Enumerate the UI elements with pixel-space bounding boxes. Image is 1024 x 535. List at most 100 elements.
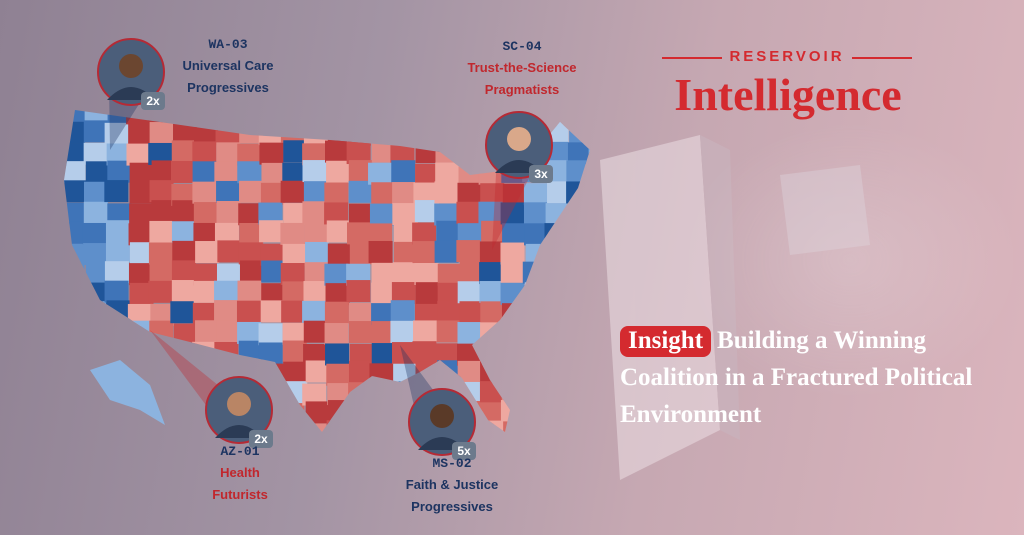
district-patch <box>524 282 549 305</box>
district-patch <box>588 420 590 432</box>
district-patch <box>282 322 307 345</box>
district-patch <box>569 121 590 144</box>
district-patch <box>545 203 570 226</box>
district-patch <box>104 321 129 344</box>
district-patch <box>283 203 308 226</box>
district: MS-02 <box>432 456 471 471</box>
district-patch <box>217 240 242 263</box>
district-patch <box>261 162 286 185</box>
district-patch <box>435 140 460 163</box>
district-patch <box>326 420 351 432</box>
district-patch <box>128 320 153 343</box>
district-patch <box>105 240 130 263</box>
district-patch <box>391 282 416 305</box>
district-patch <box>325 343 350 366</box>
district-patch <box>281 300 306 323</box>
district-patch <box>302 423 327 432</box>
district-patch <box>349 302 374 325</box>
district-patch <box>107 160 132 183</box>
district-patch <box>368 162 393 185</box>
district-patch <box>148 362 173 385</box>
district-patch <box>589 401 590 424</box>
district-patch <box>346 280 371 303</box>
multiplier-badge <box>529 165 553 183</box>
district-patch <box>347 400 372 423</box>
insight-tag: Insight <box>620 326 712 357</box>
district-patch <box>83 243 108 266</box>
district-patch <box>282 281 307 304</box>
district-patch <box>547 160 572 183</box>
district-patch <box>239 180 264 203</box>
district-patch <box>544 401 569 424</box>
district-patch <box>83 403 108 426</box>
district-patch <box>280 403 305 426</box>
district-patch <box>305 360 330 383</box>
district-patch <box>107 203 132 226</box>
district-patch <box>151 200 176 223</box>
district-patch <box>216 200 241 223</box>
district-patch <box>368 120 393 143</box>
district-patch <box>457 360 482 383</box>
district-patch <box>237 161 262 184</box>
district-patch <box>84 341 109 364</box>
district-patch <box>192 110 217 124</box>
district-patch <box>393 110 418 124</box>
district-patch <box>64 401 88 424</box>
district-patch <box>261 283 286 306</box>
district-patch <box>547 280 572 303</box>
district-patch <box>195 241 220 264</box>
district-patch <box>544 223 569 246</box>
district-patch <box>437 263 462 286</box>
district-patch <box>238 203 263 226</box>
district-patch <box>370 420 395 432</box>
district-patch <box>523 183 548 206</box>
district-patch <box>412 222 437 245</box>
district-patch <box>371 140 396 163</box>
district-patch <box>566 181 590 204</box>
district-patch <box>500 242 525 265</box>
district-patch <box>392 203 417 226</box>
district-patch <box>525 342 550 365</box>
district-patch <box>151 160 176 183</box>
district-patch <box>258 342 283 365</box>
district-patch <box>434 240 459 263</box>
district-patch <box>128 223 153 246</box>
district-patch <box>480 341 505 364</box>
district-patch <box>192 181 217 204</box>
district-patch <box>304 221 329 244</box>
district-patch <box>258 323 283 346</box>
district-patch <box>479 262 504 285</box>
district-patch <box>414 200 439 223</box>
district-patch <box>590 363 614 385</box>
avatar-head <box>507 127 531 151</box>
district-patch <box>83 181 108 204</box>
district-patch <box>348 423 373 432</box>
district-patch <box>260 300 285 323</box>
district-patch <box>64 202 85 225</box>
multiplier-badge <box>141 92 165 110</box>
district-patch <box>348 360 373 383</box>
district-patch <box>436 220 461 243</box>
district-patch <box>282 162 307 185</box>
district-patch <box>259 363 284 386</box>
district-patch <box>148 280 173 303</box>
district-patch <box>371 303 396 326</box>
district-patch <box>501 303 526 326</box>
district-patch <box>524 383 549 406</box>
district-patch <box>326 363 351 386</box>
callout-beam <box>492 155 541 250</box>
district-patch <box>500 262 525 285</box>
district-patch <box>283 140 308 163</box>
district-patch <box>567 142 590 165</box>
district-patch <box>434 181 459 204</box>
district-patch <box>280 222 305 245</box>
district-patch <box>129 181 154 204</box>
district-patch <box>129 242 154 265</box>
district-patch <box>545 423 570 432</box>
district-patch <box>64 110 86 125</box>
district-patch <box>261 260 286 283</box>
district-patch <box>478 201 503 224</box>
prisms <box>600 120 1020 480</box>
multiplier: 3x <box>534 167 548 181</box>
